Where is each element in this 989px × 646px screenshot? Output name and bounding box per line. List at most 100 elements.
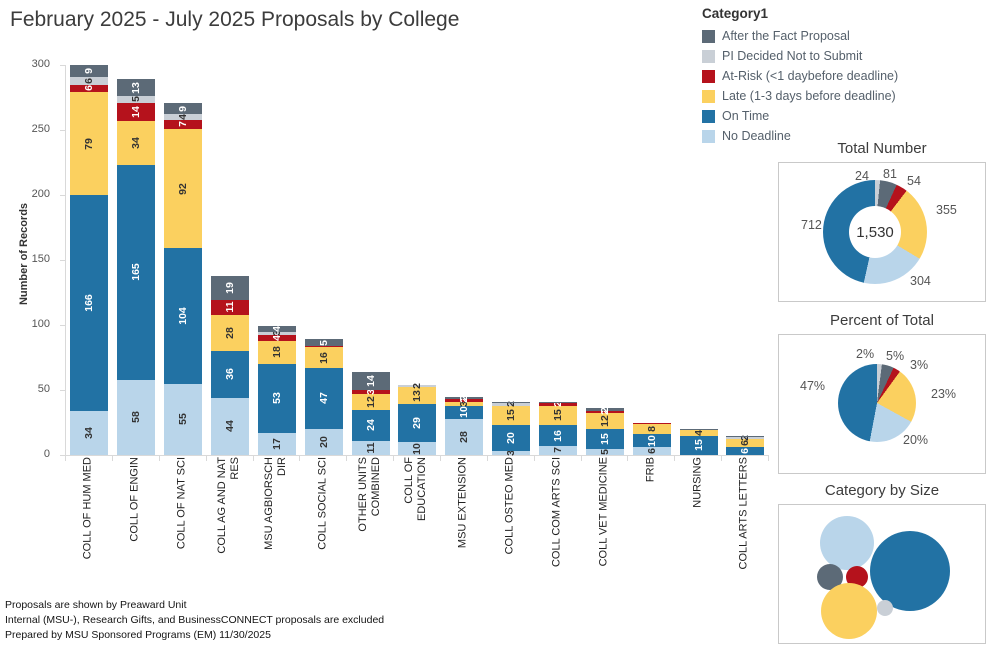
bar-segment[interactable]: 2: [445, 398, 484, 403]
bar-coll-vet-medicine[interactable]: 5 15 12 2 2: [585, 407, 624, 455]
bar-segment[interactable]: 14: [351, 371, 390, 391]
bar-segment[interactable]: 19: [211, 275, 249, 301]
bar-segment[interactable]: 34: [70, 410, 109, 455]
bar-segment[interactable]: 5: [117, 96, 156, 103]
bar-segment[interactable]: 165: [117, 165, 156, 380]
bubble-on-time[interactable]: [870, 531, 950, 611]
bar-segment[interactable]: 3: [492, 450, 531, 456]
bar-segment[interactable]: 8: [632, 423, 671, 435]
bar-msu-agbiorsch-dir[interactable]: 17 53 18 4 3 4: [257, 326, 296, 455]
bar-segment[interactable]: 28: [211, 314, 249, 352]
bar-segment[interactable]: 2: [445, 395, 484, 401]
bar-segment[interactable]: 6: [70, 76, 109, 85]
bar-segment[interactable]: [679, 429, 718, 431]
bar-segment[interactable]: 55: [164, 383, 203, 455]
bar-segment[interactable]: 4: [257, 326, 296, 332]
bar-segment[interactable]: 2: [398, 383, 437, 389]
bar-segment[interactable]: 34: [117, 120, 156, 166]
legend-item[interactable]: No Deadline: [702, 126, 898, 146]
bar-coll-com-arts-sci[interactable]: 7 16 15 2: [539, 401, 578, 455]
bar-segment[interactable]: 15: [492, 405, 531, 426]
bar-segment[interactable]: 9: [164, 102, 203, 115]
bar-segment[interactable]: 14: [117, 102, 156, 121]
bar-segment[interactable]: 4: [257, 335, 296, 341]
bar-segment[interactable]: [726, 435, 765, 437]
bar-coll-of-nat-sci[interactable]: 55 104 92 7 4 9: [164, 102, 203, 455]
bar-segment[interactable]: [632, 422, 671, 424]
bar-nursing[interactable]: 15 4: [679, 429, 718, 455]
bar-segment[interactable]: 29: [398, 404, 437, 442]
bar-segment[interactable]: 5: [304, 339, 343, 346]
bar-segment[interactable]: 13: [398, 387, 437, 405]
bar-segment[interactable]: 3: [257, 331, 296, 336]
bar-segment[interactable]: 2: [539, 401, 578, 407]
bar-segment[interactable]: 47: [304, 367, 343, 429]
donut-chart[interactable]: 1,530: [823, 180, 927, 284]
bar-coll-of-hum-med[interactable]: 34 166 79 6 6 9: [70, 65, 109, 455]
bar-segment[interactable]: [304, 345, 343, 348]
bar-segment[interactable]: 36: [211, 351, 249, 398]
bar-segment[interactable]: 3: [445, 401, 484, 407]
bar-segment[interactable]: [539, 401, 578, 404]
bar-segment[interactable]: 11: [211, 300, 249, 315]
bar-segment[interactable]: 2: [585, 409, 624, 415]
bar-segment[interactable]: 16: [304, 347, 343, 368]
bar-segment[interactable]: 20: [304, 429, 343, 455]
bubble-pi-decided-not-to-submit[interactable]: [877, 600, 893, 616]
bar-other-units-combined[interactable]: 11 24 12 3 14: [351, 371, 390, 455]
bar-segment[interactable]: 17: [257, 432, 296, 455]
bar-segment[interactable]: 28: [445, 418, 484, 455]
bar-segment[interactable]: 2: [492, 401, 531, 407]
legend-item[interactable]: After the Fact Proposal: [702, 26, 898, 46]
bar-segment[interactable]: 6: [726, 439, 765, 448]
bubble-late-(1-3-days-before-deadline)[interactable]: [821, 583, 877, 639]
bar-segment[interactable]: [492, 401, 531, 404]
legend-item[interactable]: PI Decided Not to Submit: [702, 46, 898, 66]
bar-coll-ag-and-nat-res[interactable]: 44 36 28 11 19: [211, 275, 249, 455]
bar-segment[interactable]: 2: [726, 435, 765, 441]
bar-segment[interactable]: 44: [211, 397, 249, 455]
bar-segment[interactable]: 15: [585, 429, 624, 449]
legend-item[interactable]: Late (1-3 days before deadline): [702, 86, 898, 106]
bar-segment[interactable]: 92: [164, 128, 203, 249]
bar-segment[interactable]: 4: [164, 114, 203, 120]
bar-coll-osteo-med[interactable]: 3 20 15 2: [492, 401, 531, 456]
bar-segment[interactable]: 6: [632, 447, 671, 455]
bar-segment[interactable]: 12: [351, 393, 390, 410]
bar-segment[interactable]: 79: [70, 92, 109, 196]
bar-segment[interactable]: 13: [117, 79, 156, 97]
bar-segment[interactable]: 166: [70, 195, 109, 411]
bar-segment[interactable]: 16: [539, 425, 578, 446]
bar-segment[interactable]: 18: [257, 340, 296, 365]
bar-coll-social-sci[interactable]: 20 47 16 5: [304, 339, 343, 455]
bar-segment[interactable]: 9: [70, 65, 109, 77]
bar-coll-of-engin[interactable]: 58 165 34 14 5 13: [117, 79, 156, 455]
bar-segment[interactable]: 15: [539, 405, 578, 426]
bar-segment[interactable]: 3: [351, 389, 390, 395]
bar-segment[interactable]: 104: [164, 248, 203, 384]
bar-frib[interactable]: 6 10 8: [632, 422, 671, 455]
bubble-at-risk-(<1-daybefore-deadline)[interactable]: [846, 566, 868, 588]
legend-item[interactable]: At-Risk (<1 daybefore deadline): [702, 66, 898, 86]
bar-segment[interactable]: 12: [585, 413, 624, 429]
bar-segment[interactable]: 10: [445, 405, 484, 419]
bar-segment[interactable]: 58: [117, 379, 156, 455]
bar-segment[interactable]: 4: [679, 430, 718, 436]
pie-chart[interactable]: [838, 364, 916, 442]
bar-segment[interactable]: 10: [632, 434, 671, 448]
bubble-no-deadline[interactable]: [820, 516, 874, 570]
bar-segment[interactable]: 20: [492, 425, 531, 452]
bar-segment[interactable]: 6: [70, 84, 109, 93]
bar-segment[interactable]: 53: [257, 364, 296, 433]
bar-segment[interactable]: 24: [351, 409, 390, 441]
bar-segment[interactable]: 7: [164, 119, 203, 129]
bar-segment[interactable]: 11: [351, 440, 390, 455]
bar-segment[interactable]: 10: [398, 442, 437, 455]
bar-segment[interactable]: 6: [726, 447, 765, 455]
bar-segment[interactable]: 7: [539, 445, 578, 455]
bar-segment[interactable]: 2: [585, 407, 624, 412]
bar-segment[interactable]: 15: [679, 435, 718, 455]
legend-item[interactable]: On Time: [702, 106, 898, 126]
bar-segment[interactable]: 5: [585, 448, 624, 455]
